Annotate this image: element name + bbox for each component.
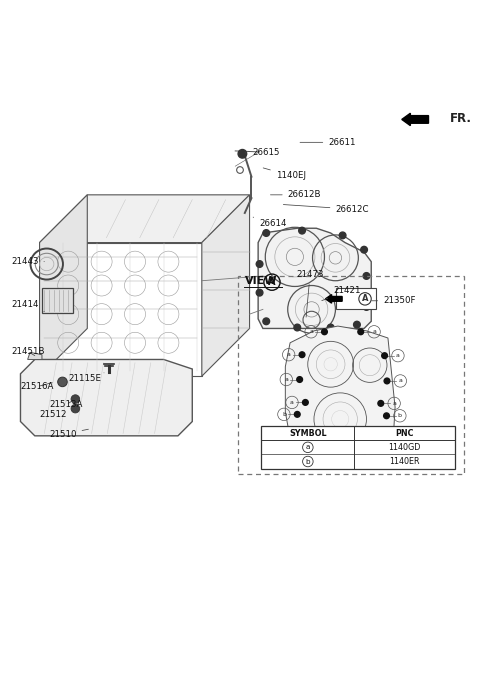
Polygon shape [39, 195, 250, 243]
Text: PNC: PNC [395, 429, 414, 438]
Text: a: a [284, 377, 288, 382]
Text: 1140GD: 1140GD [388, 443, 420, 452]
Text: a: a [290, 400, 294, 405]
FancyArrow shape [402, 113, 429, 126]
Circle shape [263, 318, 270, 324]
Circle shape [339, 232, 346, 239]
Circle shape [327, 324, 334, 331]
Text: FR.: FR. [450, 112, 472, 125]
Polygon shape [21, 360, 192, 436]
Circle shape [294, 412, 300, 417]
Text: SYMBOL: SYMBOL [289, 429, 327, 438]
Text: 26612B: 26612B [270, 191, 321, 199]
Text: a: a [396, 353, 400, 358]
FancyArrow shape [325, 295, 342, 303]
Circle shape [322, 329, 327, 335]
Circle shape [382, 353, 387, 358]
Circle shape [385, 431, 391, 436]
FancyBboxPatch shape [42, 288, 73, 313]
Circle shape [371, 446, 376, 452]
Circle shape [302, 400, 308, 406]
Text: a: a [392, 401, 396, 406]
Text: A: A [362, 294, 368, 304]
Text: 21510: 21510 [49, 429, 88, 439]
Circle shape [363, 304, 370, 310]
Text: a: a [293, 447, 297, 452]
Circle shape [263, 230, 270, 237]
FancyBboxPatch shape [262, 427, 455, 469]
Text: 26611: 26611 [300, 138, 356, 147]
Circle shape [71, 404, 80, 413]
Circle shape [383, 440, 388, 446]
Circle shape [358, 329, 364, 335]
Circle shape [299, 352, 305, 358]
Circle shape [289, 443, 295, 448]
Text: a: a [385, 447, 389, 452]
Text: a: a [306, 444, 310, 450]
Text: 21473: 21473 [296, 270, 324, 317]
Circle shape [294, 324, 300, 331]
Text: b: b [291, 452, 296, 456]
Text: b: b [387, 452, 391, 456]
Polygon shape [285, 326, 395, 457]
Text: b: b [399, 431, 403, 436]
FancyBboxPatch shape [336, 289, 376, 310]
Text: b: b [306, 458, 310, 464]
Circle shape [71, 395, 80, 404]
Text: 21414: 21414 [11, 300, 44, 312]
Circle shape [363, 272, 370, 279]
Circle shape [305, 446, 311, 452]
Circle shape [297, 377, 302, 383]
Text: 21451B: 21451B [11, 347, 45, 356]
Text: a: a [372, 329, 376, 335]
Circle shape [304, 451, 310, 457]
Text: 21513A: 21513A [49, 400, 83, 409]
Polygon shape [39, 243, 202, 376]
Text: a: a [309, 329, 313, 335]
Circle shape [354, 321, 360, 328]
Text: 21350F: 21350F [372, 296, 416, 306]
Circle shape [299, 227, 305, 234]
Text: VIEW: VIEW [245, 276, 277, 286]
Polygon shape [202, 195, 250, 376]
Polygon shape [39, 195, 87, 376]
Text: 1140EJ: 1140EJ [263, 168, 306, 180]
Text: 21443: 21443 [11, 257, 44, 266]
Text: 21516A: 21516A [21, 382, 54, 391]
Polygon shape [28, 352, 42, 360]
Circle shape [384, 378, 390, 384]
Polygon shape [258, 228, 371, 329]
Text: a: a [398, 379, 402, 383]
Circle shape [292, 431, 298, 436]
Text: b: b [282, 412, 286, 417]
Circle shape [58, 377, 67, 387]
Circle shape [256, 289, 263, 296]
Circle shape [361, 246, 367, 253]
Circle shape [384, 413, 389, 418]
Circle shape [256, 261, 263, 268]
Text: b: b [397, 441, 401, 445]
Text: A: A [268, 277, 276, 287]
Circle shape [373, 451, 379, 457]
Circle shape [378, 400, 384, 406]
Text: 21421: 21421 [322, 286, 360, 301]
Text: 26614: 26614 [253, 217, 287, 228]
Text: a: a [287, 352, 290, 357]
Text: b: b [277, 443, 281, 448]
Text: b: b [279, 431, 284, 436]
Text: 21512: 21512 [39, 410, 72, 419]
Text: 26615: 26615 [245, 148, 279, 158]
Text: 21115E: 21115E [68, 373, 104, 383]
Text: b: b [398, 413, 402, 418]
Text: 26612C: 26612C [283, 205, 369, 214]
Circle shape [238, 149, 247, 158]
Text: 1140ER: 1140ER [389, 457, 420, 466]
